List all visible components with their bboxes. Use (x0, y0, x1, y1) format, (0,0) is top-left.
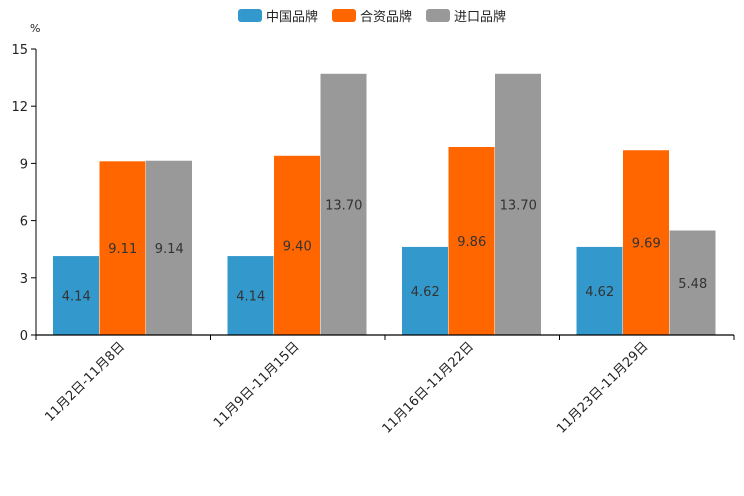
bar-2-0 (402, 246, 448, 335)
bar-value-label-1-2: 13.70 (325, 198, 362, 213)
y-axis-unit-label: % (30, 22, 41, 35)
y-tick-label-15: 15 (11, 43, 28, 58)
bar-3-2 (669, 230, 716, 335)
bar-value-label-3-0: 4.62 (585, 285, 614, 300)
legend-label-china-brand: 中国品牌 (265, 10, 318, 25)
y-tick-label-0: 0 (20, 329, 28, 344)
legend-item-joint-venture-brand[interactable]: 合资品牌 (331, 6, 412, 25)
bar-3-1 (623, 150, 669, 335)
legend-label-imported-brand: 进口品牌 (454, 10, 507, 25)
bar-value-label-3-2: 5.48 (678, 277, 707, 292)
legend-item-imported-brand[interactable]: 进口品牌 (426, 6, 506, 25)
bar-value-label-0-0: 4.14 (62, 290, 91, 305)
x-tick-label-2: 11月16日-11月22日 (380, 339, 477, 436)
bar-value-label-2-0: 4.62 (411, 285, 440, 300)
bar-value-label-3-1: 9.69 (632, 237, 661, 252)
bar-0-0 (53, 256, 99, 335)
legend-swatch-imported-brand (426, 9, 450, 22)
bar-1-1 (274, 155, 320, 335)
y-tick-label-12: 12 (11, 100, 28, 115)
x-tick-label-1: 11月9日-11月15日 (211, 339, 303, 431)
bar-3-0 (576, 246, 623, 335)
legend-label-joint-venture-brand: 合资品牌 (359, 10, 412, 25)
legend: 中国品牌 合资品牌 进口品牌 (0, 6, 744, 25)
x-tick-label-0: 11月2日-11月8日 (42, 339, 128, 425)
legend-swatch-china-brand (237, 9, 262, 22)
bar-value-label-1-1: 9.40 (283, 239, 312, 254)
y-tick-label-9: 9 (20, 157, 28, 172)
bar-0-1 (99, 161, 146, 335)
legend-swatch-joint-venture-brand (331, 9, 356, 22)
bar-value-label-2-1: 9.86 (457, 235, 486, 250)
bar-2-1 (448, 147, 495, 335)
bar-1-0 (227, 256, 274, 335)
bar-value-label-2-2: 13.70 (500, 198, 537, 213)
y-tick-label-3: 3 (20, 272, 28, 287)
bar-value-label-0-1: 9.11 (108, 242, 137, 257)
bar-1-2 (320, 73, 367, 335)
bar-2-2 (495, 73, 541, 335)
bar-value-label-1-0: 4.14 (236, 290, 265, 305)
bar-0-2 (146, 160, 192, 335)
bar-value-label-0-2: 9.14 (155, 242, 184, 257)
y-tick-label-6: 6 (20, 215, 28, 230)
legend-item-china-brand[interactable]: 中国品牌 (237, 6, 318, 25)
x-tick-label-3: 11月23日-11月29日 (554, 339, 651, 436)
